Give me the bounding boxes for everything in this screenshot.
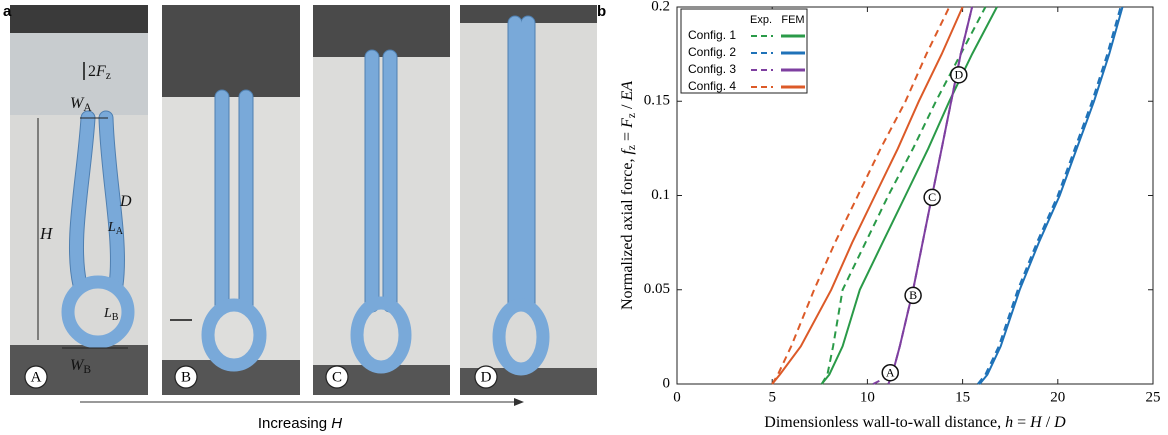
x-tick-label: 0 bbox=[673, 389, 681, 405]
tube bbox=[215, 90, 253, 312]
text-part: / bbox=[619, 101, 636, 113]
tube-loop bbox=[61, 275, 135, 349]
text-part: W bbox=[70, 95, 85, 112]
text-part: h bbox=[1005, 414, 1013, 431]
panel-label: b bbox=[597, 3, 606, 20]
legend-header: Exp. bbox=[750, 14, 772, 26]
annotation-label: D bbox=[954, 68, 963, 82]
y-axis-label: Normalized axial force, fz = Fz / EA bbox=[619, 81, 638, 310]
tube bbox=[508, 16, 535, 312]
image-label-circle bbox=[174, 365, 198, 389]
arrow-label: Increasing H bbox=[258, 415, 342, 432]
annotation-label: B bbox=[909, 288, 917, 302]
top-plate bbox=[460, 5, 597, 23]
text-part: D bbox=[1053, 414, 1066, 431]
x-tick-label: 5 bbox=[768, 389, 776, 405]
y-tick-label: 0.2 bbox=[651, 0, 670, 14]
photo-annotation: WB bbox=[70, 357, 91, 376]
x-tick-label: 15 bbox=[955, 389, 970, 405]
text-part: W bbox=[70, 357, 85, 374]
exp-line bbox=[977, 6, 1122, 385]
text-part: / bbox=[1042, 414, 1054, 431]
text-part: Normalized axial force, bbox=[619, 155, 636, 310]
text-part: H bbox=[1029, 414, 1043, 431]
annotation-label: C bbox=[928, 190, 936, 204]
y-tick-label: 0.1 bbox=[651, 187, 670, 203]
exp-line bbox=[820, 6, 987, 385]
top-plate bbox=[10, 5, 148, 33]
text-part: H bbox=[331, 415, 342, 432]
legend-box bbox=[680, 8, 808, 94]
text-part: z bbox=[626, 113, 638, 118]
annotation-circle bbox=[904, 286, 922, 305]
tube bbox=[70, 111, 124, 292]
photo-background bbox=[313, 5, 450, 395]
clamp-block bbox=[10, 33, 148, 115]
photo-annotation: LA bbox=[107, 220, 124, 237]
text-part: B bbox=[112, 312, 119, 323]
text-part: Increasing bbox=[258, 415, 331, 432]
top-plate bbox=[313, 5, 450, 57]
text-part: 2 bbox=[88, 63, 96, 80]
y-tick-label: 0.05 bbox=[644, 281, 670, 297]
tube-loop bbox=[350, 296, 412, 374]
photo-panel bbox=[10, 5, 597, 406]
text-part: = bbox=[1013, 414, 1030, 431]
annotation-circle bbox=[881, 363, 899, 382]
photo-annotation: LB bbox=[103, 306, 119, 323]
text-part: L bbox=[107, 220, 116, 235]
tube-loop bbox=[201, 298, 267, 372]
image-label: A bbox=[31, 369, 42, 385]
legend-label: Config. 3 bbox=[688, 62, 736, 76]
text-part: z bbox=[106, 70, 111, 82]
annotation-circle bbox=[950, 66, 968, 84]
annotation-circle bbox=[923, 188, 941, 207]
text-part: B bbox=[83, 364, 91, 376]
text-part: Dimensionless wall-to-wall distance, bbox=[764, 414, 1005, 431]
tube bbox=[365, 50, 397, 312]
text-part: F bbox=[619, 118, 636, 129]
text-part: A bbox=[116, 226, 124, 237]
legend-header: FEM bbox=[781, 14, 804, 26]
text-part: = bbox=[619, 128, 636, 145]
text-part: f bbox=[619, 148, 636, 155]
image-label-circle bbox=[474, 365, 498, 389]
photo-annotation: WA bbox=[70, 95, 92, 114]
panel-label: a bbox=[3, 3, 12, 20]
tube-loop bbox=[492, 298, 550, 376]
x-axis-label: Dimensionless wall-to-wall distance, h =… bbox=[764, 414, 1066, 431]
text-part: D bbox=[119, 193, 132, 210]
text-part: F bbox=[95, 63, 106, 80]
text-part: L bbox=[103, 306, 112, 321]
photo-annotation: H bbox=[39, 224, 54, 243]
x-tick-label: 10 bbox=[860, 389, 875, 405]
text-part: A bbox=[83, 102, 92, 114]
fem-line bbox=[978, 6, 1124, 385]
y-tick-label: 0.15 bbox=[644, 93, 670, 109]
image-label-circle bbox=[325, 365, 349, 389]
image-label-circle bbox=[24, 365, 48, 389]
photo-annotation: D bbox=[119, 193, 132, 210]
fem-line bbox=[771, 6, 964, 385]
exp-line bbox=[771, 6, 951, 385]
y-tick-label: 0 bbox=[663, 375, 671, 391]
text-part: EA bbox=[619, 81, 636, 102]
legend-label: Config. 1 bbox=[688, 28, 736, 42]
annotation-label: A bbox=[886, 365, 895, 379]
legend-label: Config. 2 bbox=[688, 45, 736, 59]
image-label: C bbox=[332, 369, 342, 385]
photo-annotation: 2Fz bbox=[88, 63, 111, 82]
image-label: D bbox=[481, 369, 492, 385]
x-tick-label: 20 bbox=[1050, 389, 1065, 405]
image-label: B bbox=[181, 369, 191, 385]
x-tick-label: 25 bbox=[1146, 389, 1161, 405]
text-part: H bbox=[39, 224, 54, 243]
arrow-head bbox=[514, 398, 524, 406]
legend-label: Config. 4 bbox=[688, 79, 736, 93]
text-part: z bbox=[626, 145, 638, 150]
top-plate bbox=[162, 5, 300, 97]
